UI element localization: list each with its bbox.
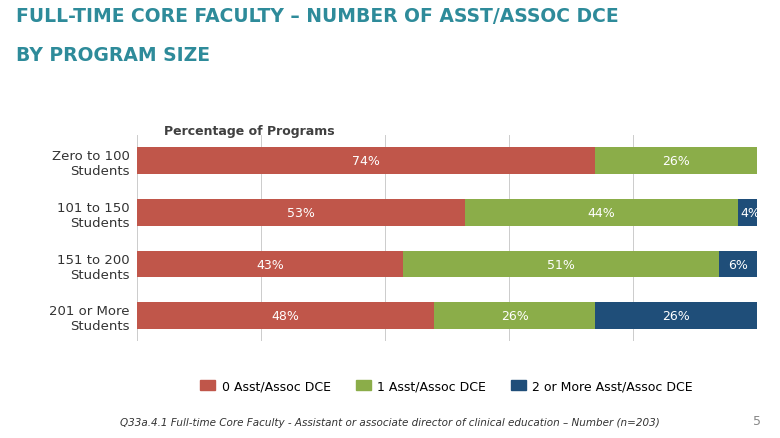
Bar: [136, 251, 403, 278]
Text: Q33a.4.1 Full-time Core Faculty - Assistant or associate director of clinical ed: Q33a.4.1 Full-time Core Faculty - Assist…: [120, 417, 660, 427]
Text: BY PROGRAM SIZE: BY PROGRAM SIZE: [16, 46, 210, 65]
Text: 5: 5: [753, 414, 760, 427]
Text: 26%: 26%: [662, 155, 690, 168]
Text: Percentage of Programs: Percentage of Programs: [165, 125, 335, 138]
Bar: [136, 148, 595, 175]
Text: 4%: 4%: [740, 206, 760, 219]
Bar: [136, 200, 465, 226]
Bar: [434, 303, 595, 329]
Bar: [403, 251, 719, 278]
Text: 74%: 74%: [352, 155, 380, 168]
Bar: [595, 148, 757, 175]
Bar: [136, 303, 434, 329]
Text: 51%: 51%: [548, 258, 575, 271]
Text: 48%: 48%: [271, 309, 300, 322]
Bar: [465, 200, 738, 226]
Text: 6%: 6%: [728, 258, 748, 271]
Legend: 0 Asst/Assoc DCE, 1 Asst/Assoc DCE, 2 or More Asst/Assoc DCE: 0 Asst/Assoc DCE, 1 Asst/Assoc DCE, 2 or…: [196, 374, 697, 398]
Text: FULL-TIME CORE FACULTY – NUMBER OF ASST/ASSOC DCE: FULL-TIME CORE FACULTY – NUMBER OF ASST/…: [16, 7, 619, 25]
Bar: [719, 251, 757, 278]
Bar: [738, 200, 763, 226]
Text: 26%: 26%: [501, 309, 529, 322]
Bar: [595, 303, 757, 329]
Text: 43%: 43%: [256, 258, 284, 271]
Text: 26%: 26%: [662, 309, 690, 322]
Text: 44%: 44%: [587, 206, 615, 219]
Text: 53%: 53%: [287, 206, 315, 219]
